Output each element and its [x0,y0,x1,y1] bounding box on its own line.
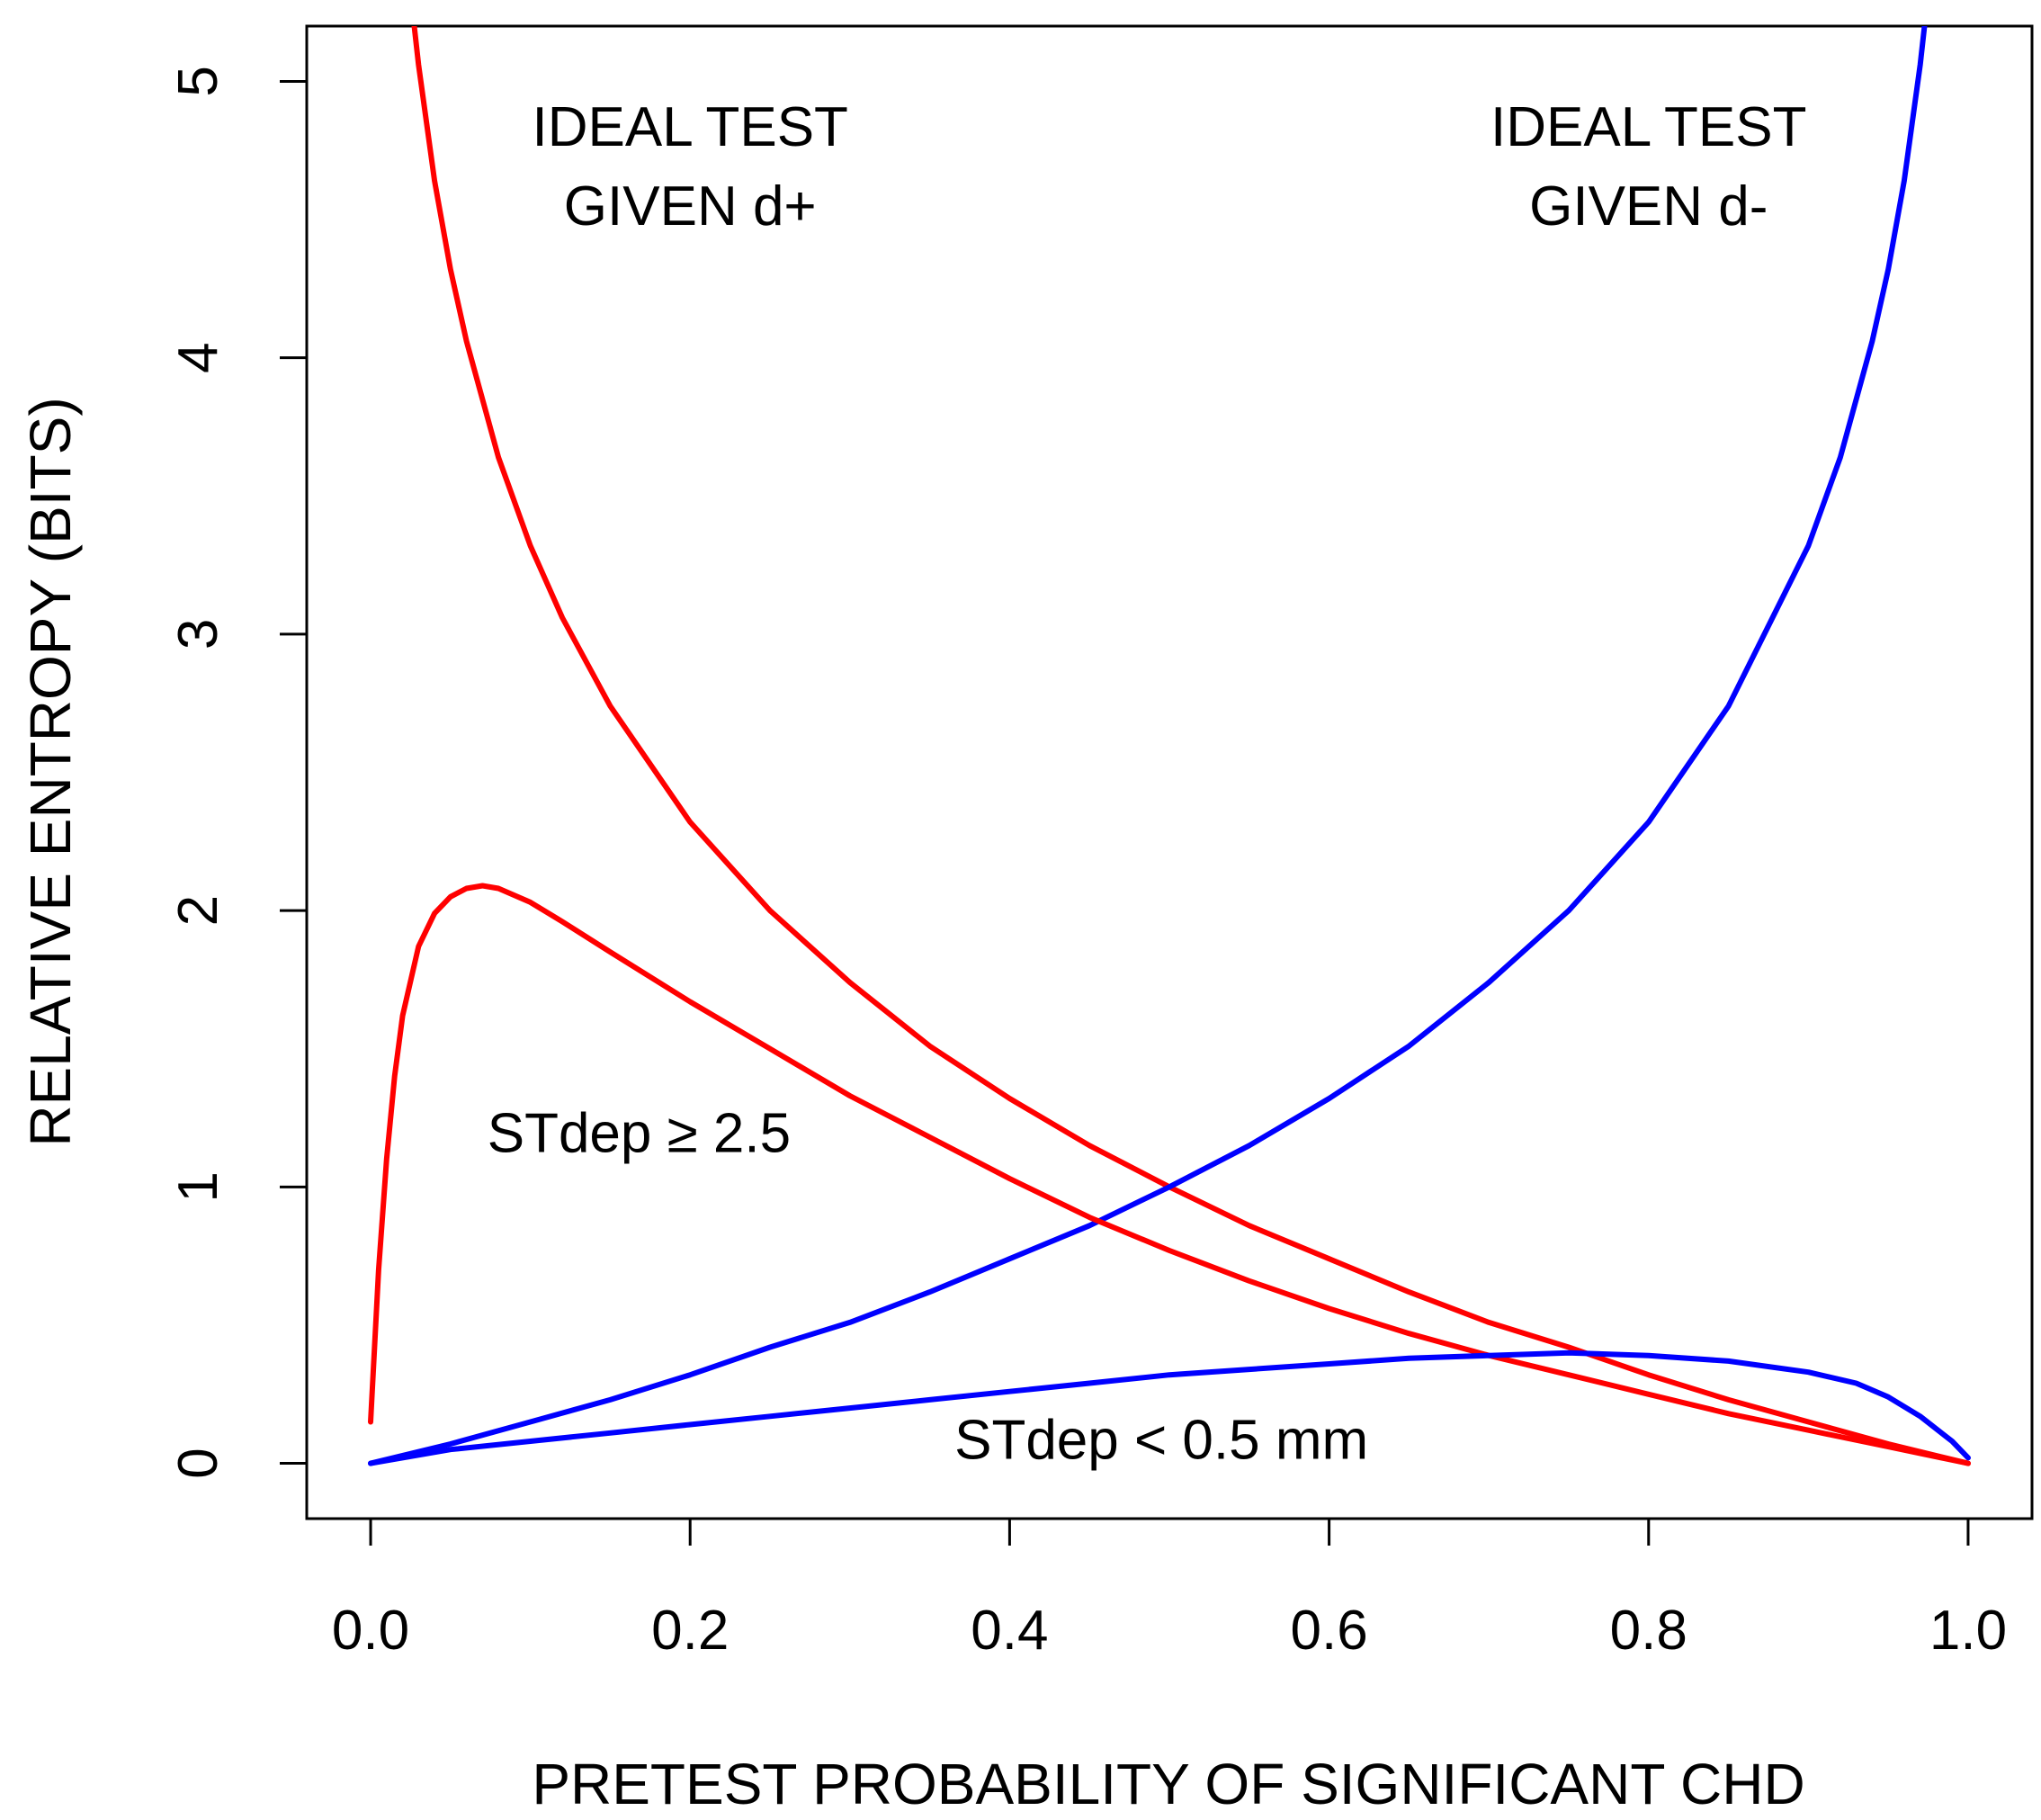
plot-frame [305,24,2034,1520]
annotation-ideal-plus: IDEAL TEST [532,96,847,158]
x-tick-label: 0.8 [1610,1600,1687,1662]
annotation-ideal-minus: IDEAL TEST [1490,96,1806,158]
annotation-ideal-minus: GIVEN d- [1529,175,1768,238]
annotation-ideal-plus: GIVEN d+ [564,175,817,238]
x-tick-label: 0.4 [971,1600,1048,1662]
x-axis: 0.0 0.2 0.4 0.6 0.8 1.0 [332,1517,2007,1662]
x-tick-label: 0.0 [332,1600,409,1662]
x-axis-title: PRETEST PROBABILITY OF SIGNIFICANT CHD [532,1752,1804,1816]
series-line-ideal-test-given-d [411,26,1971,1466]
x-tick-label: 0.6 [1290,1600,1367,1662]
y-axis: 0 1 2 3 4 5 [167,66,309,1479]
series-line-ideal-test-given-d [368,26,1928,1466]
series-line-stdep-0-5-mm [368,1349,1971,1466]
y-tick-label: 5 [167,66,229,96]
y-tick-label: 3 [167,619,229,650]
y-tick-label: 0 [167,1448,229,1478]
annotations: IDEAL TEST GIVEN d+ IDEAL TEST GIVEN d- STde… [488,96,1807,1471]
series-line-stdep-2-5 [368,883,1971,1466]
annotation-stdep-high: STdep ≥ 2.5 [488,1102,791,1164]
y-tick-label: 1 [167,1171,229,1202]
x-tick-label: 0.2 [651,1600,729,1662]
y-axis-title: RELATIVE ENTROPY (BITS) [18,397,83,1146]
annotation-stdep-low: STdep < 0.5 mm [954,1409,1368,1471]
series-layer [368,26,1971,1466]
y-tick-label: 4 [167,342,229,372]
x-tick-label: 1.0 [1929,1600,2007,1662]
y-tick-label: 2 [167,895,229,926]
